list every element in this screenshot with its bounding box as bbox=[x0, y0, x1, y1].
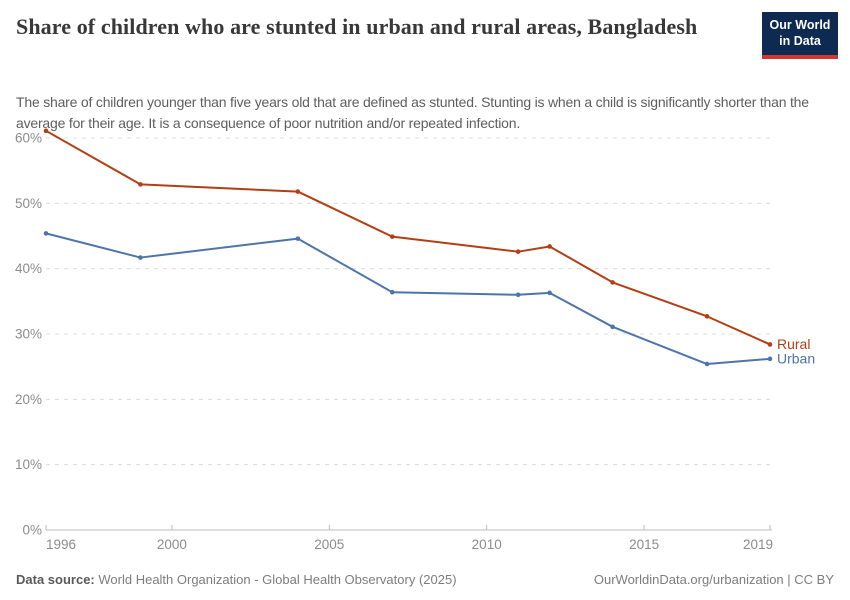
y-axis-label: 50% bbox=[15, 196, 42, 211]
urban-point-2007[interactable] bbox=[389, 289, 395, 295]
rural-point-2011[interactable] bbox=[515, 249, 521, 254]
rural-point-2014[interactable] bbox=[610, 280, 615, 285]
urban-point-2011[interactable] bbox=[515, 292, 521, 298]
x-axis-label: 2019 bbox=[743, 537, 773, 552]
urban-point-2019[interactable] bbox=[767, 356, 773, 362]
x-axis-label: 2015 bbox=[629, 537, 659, 552]
y-axis-label: 20% bbox=[15, 392, 42, 407]
rural-point-1996[interactable] bbox=[43, 128, 49, 134]
urban-line[interactable] bbox=[45, 232, 771, 366]
rural-point-2012[interactable] bbox=[547, 244, 552, 249]
x-axis-label: 2010 bbox=[472, 537, 502, 552]
data-source: Data source: World Health Organization -… bbox=[16, 572, 457, 587]
urban-point-2004[interactable] bbox=[295, 236, 301, 241]
y-axis-label: 10% bbox=[15, 457, 42, 472]
x-axis: 1996 2000 2005 2010 2015 2019 bbox=[45, 525, 773, 552]
y-axis-label: 60% bbox=[15, 131, 42, 146]
rural-point-2017[interactable] bbox=[704, 314, 710, 319]
data-source-label: Data source: bbox=[16, 572, 95, 587]
owid-logo-line1: Our World bbox=[769, 18, 831, 32]
rural-point-2007[interactable] bbox=[389, 234, 395, 239]
x-axis-label: 2005 bbox=[314, 537, 344, 552]
urban-point-2012[interactable] bbox=[547, 290, 552, 296]
urban-point-1996[interactable] bbox=[43, 231, 49, 236]
series-rural[interactable]: Rural bbox=[43, 128, 811, 352]
chart-footer: Data source: World Health Organization -… bbox=[16, 572, 834, 587]
owid-logo: Our World in Data bbox=[762, 12, 838, 59]
rural-point-1999[interactable] bbox=[138, 182, 143, 187]
y-axis-label: 40% bbox=[15, 261, 42, 276]
footer-link[interactable]: OurWorldinData.org/urbanization | CC BY bbox=[593, 572, 834, 587]
urban-point-2017[interactable] bbox=[704, 361, 710, 367]
rural-point-2004[interactable] bbox=[295, 189, 301, 194]
chart-subtitle: The share of children younger than five … bbox=[16, 94, 809, 131]
series-label-rural: Rural bbox=[777, 336, 810, 352]
y-axis-label: 0% bbox=[22, 523, 42, 538]
x-axis-label: 2000 bbox=[157, 537, 187, 552]
gridlines: 0% 10% 20% 30% 40% 50% 60% bbox=[15, 131, 772, 538]
urban-point-1999[interactable] bbox=[138, 255, 143, 260]
y-axis-label: 30% bbox=[15, 327, 42, 342]
urban-point-2014[interactable] bbox=[610, 324, 615, 330]
x-axis-label: 1996 bbox=[46, 537, 76, 552]
rural-point-2019[interactable] bbox=[767, 342, 773, 347]
series-label-urban: Urban bbox=[777, 350, 815, 366]
data-source-text: World Health Organization - Global Healt… bbox=[98, 572, 457, 587]
owid-logo-line2: in Data bbox=[779, 34, 821, 49]
chart-title: Share of children who are stunted in urb… bbox=[16, 14, 698, 39]
series-urban[interactable]: Urban bbox=[43, 231, 815, 367]
rural-line[interactable] bbox=[45, 129, 771, 346]
